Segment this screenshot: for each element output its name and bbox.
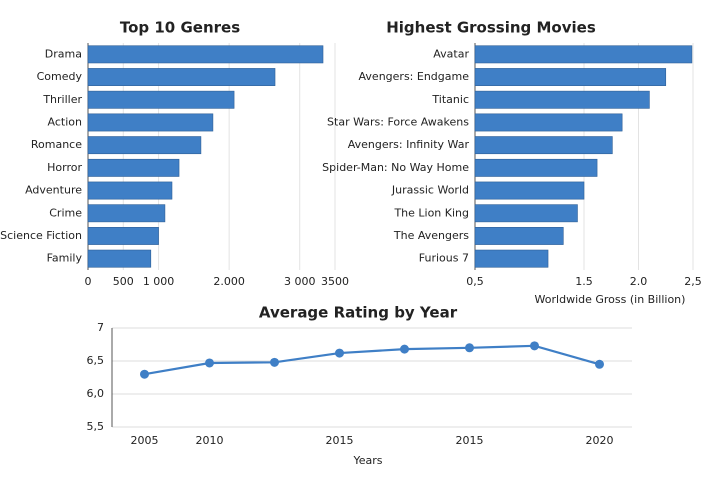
y-tick-label: 7 — [97, 321, 104, 334]
y-tick-label: Adventure — [25, 184, 82, 197]
x-tick-label: 0,5 — [466, 275, 484, 288]
bar — [87, 113, 214, 132]
y-tick-label: The Lion King — [393, 206, 469, 219]
y-tick-label: Jurassic World — [391, 184, 469, 197]
x-tick-label: 2015 — [326, 434, 354, 447]
y-tick-label: Star Wars: Force Awakens — [327, 115, 469, 128]
y-tick-label: Avengers: Endgame — [359, 70, 470, 83]
bar — [87, 158, 180, 177]
chart-title: Average Rating by Year — [259, 304, 458, 322]
point — [270, 357, 279, 367]
bar — [474, 90, 650, 109]
bar — [474, 158, 598, 177]
bar — [474, 136, 613, 155]
bar — [87, 227, 159, 245]
x-tick-label: 2020 — [586, 434, 614, 447]
bar — [474, 68, 667, 86]
point — [595, 359, 604, 369]
point — [400, 344, 409, 354]
bar — [474, 113, 623, 132]
bar — [87, 90, 235, 109]
point — [335, 348, 344, 358]
y-tick-label: Spider-Man: No Way Home — [322, 161, 469, 174]
x-tick-label: 2.000 — [213, 275, 245, 288]
x-axis-label: Worldwide Gross (in Billion) — [535, 293, 686, 306]
bar — [87, 249, 152, 268]
point — [530, 341, 539, 351]
bar — [87, 68, 276, 86]
y-tick-label: 5,5 — [87, 420, 105, 433]
chart-title: Top 10 Genres — [120, 19, 240, 37]
x-tick-label: 2,5 — [684, 275, 702, 288]
x-tick-label: 3500 — [321, 275, 349, 288]
bar — [474, 227, 564, 245]
y-tick-label: Avengers: Infinity War — [348, 138, 470, 151]
bar — [474, 45, 693, 64]
bar — [87, 181, 173, 200]
y-tick-label: Science Fiction — [0, 229, 82, 242]
x-tick-label: 1.5 — [575, 275, 593, 288]
line — [144, 344, 600, 376]
bar — [474, 249, 549, 268]
x-tick-label: 1 000 — [143, 275, 175, 288]
chart-title: Highest Grossing Movies — [386, 19, 596, 37]
x-tick-label: 0 — [85, 275, 92, 288]
y-tick-label: 6,5 — [87, 354, 105, 367]
point — [465, 343, 474, 353]
y-tick-label: 6,0 — [87, 387, 105, 400]
x-tick-label: 2.0 — [630, 275, 648, 288]
bar — [87, 45, 324, 64]
y-tick-label: Action — [48, 115, 82, 128]
x-tick-label: 500 — [113, 275, 134, 288]
point — [140, 369, 149, 379]
y-tick-label: Family — [47, 252, 83, 265]
bar — [474, 181, 585, 200]
x-tick-label: 2005 — [131, 434, 159, 447]
y-tick-label: Comedy — [37, 70, 83, 83]
y-tick-label: Drama — [45, 47, 82, 60]
x-tick-label: 2015 — [456, 434, 484, 447]
point — [205, 358, 214, 368]
y-tick-label: Thriller — [42, 93, 82, 106]
y-tick-label: Horror — [47, 161, 82, 174]
y-tick-label: Romance — [31, 138, 82, 151]
bar — [474, 204, 578, 223]
y-tick-label: Avatar — [433, 47, 469, 60]
bar — [87, 136, 202, 155]
x-tick-label: 3 000 — [284, 275, 316, 288]
y-tick-label: The Avengers — [393, 229, 469, 242]
y-tick-label: Titanic — [431, 93, 469, 106]
y-tick-label: Furious 7 — [419, 252, 469, 265]
y-tick-label: Crime — [49, 206, 82, 219]
x-tick-label: 2010 — [196, 434, 224, 447]
x-axis-label: Years — [352, 454, 382, 467]
bar — [87, 204, 166, 223]
